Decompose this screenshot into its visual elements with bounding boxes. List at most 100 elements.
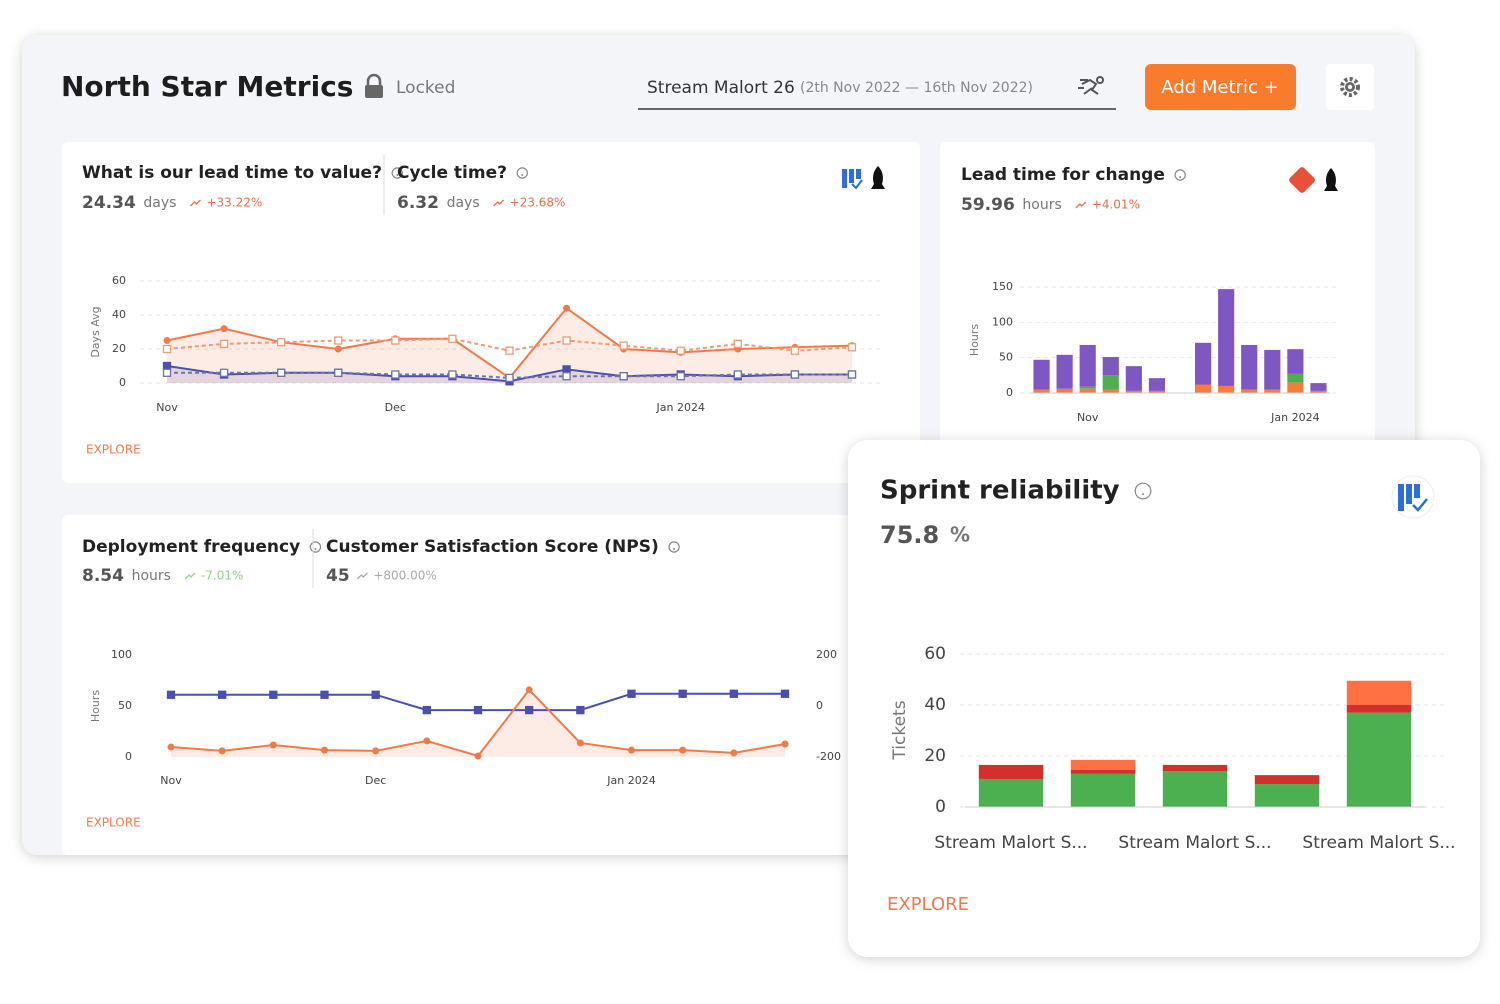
rocket-icon bbox=[871, 166, 885, 189]
point bbox=[679, 746, 687, 754]
point bbox=[167, 743, 175, 751]
point bbox=[619, 372, 628, 381]
trend-icon bbox=[184, 572, 196, 580]
y-tick-label: 100 bbox=[992, 315, 1013, 328]
explore-link[interactable]: EXPLORE bbox=[86, 443, 141, 457]
bar-segment bbox=[1195, 384, 1212, 393]
y-tick-label: 0 bbox=[935, 797, 946, 817]
add-metric-button[interactable] bbox=[1145, 64, 1296, 110]
bar-segment bbox=[1287, 349, 1304, 374]
help-icon bbox=[391, 167, 403, 179]
metric-value: 45 bbox=[326, 566, 350, 586]
metric-unit: days bbox=[447, 195, 480, 211]
bar-segment bbox=[1254, 775, 1320, 785]
bar-segment bbox=[1102, 389, 1119, 393]
gear-icon[interactable] bbox=[1340, 77, 1360, 97]
metric-title: Cycle time? bbox=[397, 163, 507, 183]
bar-segment bbox=[1195, 342, 1212, 385]
panel bbox=[62, 142, 920, 483]
bar-segment bbox=[1033, 389, 1050, 393]
help-icon bbox=[1134, 482, 1152, 500]
point bbox=[219, 339, 229, 349]
point bbox=[790, 370, 800, 379]
y-tick-label: 0 bbox=[125, 750, 132, 763]
point bbox=[562, 365, 571, 374]
bar-segment bbox=[1125, 390, 1142, 393]
y-tick-label: 100 bbox=[111, 648, 132, 661]
bar-segment bbox=[1287, 382, 1304, 393]
point bbox=[729, 689, 738, 698]
bar-segment bbox=[1264, 349, 1281, 390]
bar-segment bbox=[1102, 375, 1119, 390]
date-range: (2th Nov 2022 — 16th Nov 2022) bbox=[800, 80, 1033, 96]
bar-segment bbox=[1310, 390, 1327, 393]
help-icon bbox=[516, 167, 528, 179]
metric-value: 75.8 bbox=[880, 521, 939, 549]
point bbox=[269, 741, 277, 749]
point bbox=[628, 746, 635, 754]
x-tick-label: Dec bbox=[365, 774, 386, 787]
run-icon[interactable] bbox=[1078, 76, 1104, 95]
y-axis-label: Hours bbox=[968, 324, 981, 356]
point bbox=[525, 705, 534, 715]
bar-segment bbox=[1033, 359, 1050, 390]
x-tick-label: Nov bbox=[160, 774, 182, 787]
x-tick-label: Stream Malort S... bbox=[1302, 833, 1455, 853]
point bbox=[334, 336, 343, 345]
y-tick-label: 40 bbox=[112, 308, 126, 321]
page-title: North Star Metrics bbox=[61, 70, 353, 103]
help-icon bbox=[309, 541, 322, 553]
point bbox=[730, 749, 738, 757]
metric-title: Deployment frequency bbox=[82, 537, 300, 557]
bar-segment bbox=[1056, 354, 1073, 389]
bar-segment bbox=[1070, 773, 1136, 807]
x-tick-label: Jan 2024 bbox=[606, 774, 655, 787]
metric-change: +4.01% bbox=[1092, 198, 1140, 212]
bar-segment bbox=[1241, 344, 1258, 390]
x-tick-label: Dec bbox=[385, 401, 406, 414]
help-icon-dot bbox=[314, 548, 317, 551]
point bbox=[847, 370, 857, 379]
point bbox=[473, 705, 483, 715]
y-tick-label: 50 bbox=[999, 351, 1013, 364]
bar-segment bbox=[1148, 378, 1165, 391]
x-tick-label: Stream Malort S... bbox=[1118, 833, 1271, 853]
point bbox=[277, 368, 286, 377]
bar-segment bbox=[1125, 366, 1142, 391]
y-axis-label: Tickets bbox=[890, 700, 910, 760]
point bbox=[733, 339, 742, 349]
point bbox=[448, 370, 457, 379]
metric-change: +33.22% bbox=[206, 196, 262, 210]
y-tick-label: 20 bbox=[112, 342, 126, 355]
bar-segment bbox=[1254, 784, 1320, 807]
y2-tick-label: 0 bbox=[816, 699, 823, 712]
point bbox=[505, 373, 514, 383]
point bbox=[218, 747, 226, 755]
point bbox=[780, 689, 790, 698]
point bbox=[162, 344, 172, 354]
stream-name[interactable]: Stream Malort 26 bbox=[647, 78, 795, 98]
bar-segment bbox=[1346, 680, 1412, 705]
bar-segment bbox=[1287, 373, 1304, 383]
point bbox=[422, 705, 431, 715]
bar-segment bbox=[1079, 388, 1096, 393]
bar-segment bbox=[1148, 390, 1165, 393]
y-tick-label: 60 bbox=[924, 644, 946, 664]
y-axis-label: Days Avg bbox=[89, 306, 102, 357]
explore-link[interactable]: EXPLORE bbox=[86, 816, 141, 830]
bar-segment bbox=[1079, 386, 1096, 389]
point bbox=[562, 336, 571, 345]
point bbox=[790, 346, 800, 355]
add-metric-label[interactable]: Add Metric + bbox=[1161, 77, 1278, 98]
bar-segment bbox=[1070, 770, 1136, 774]
bar-segment bbox=[1162, 771, 1228, 807]
y2-tick-label: 200 bbox=[816, 648, 837, 661]
point bbox=[627, 689, 636, 698]
metric-unit: hours bbox=[1022, 197, 1061, 213]
sprint-card bbox=[848, 440, 1480, 957]
point bbox=[676, 372, 685, 381]
point bbox=[391, 370, 400, 379]
explore-link[interactable]: EXPLORE bbox=[887, 894, 969, 915]
y-tick-label: 20 bbox=[924, 746, 946, 766]
